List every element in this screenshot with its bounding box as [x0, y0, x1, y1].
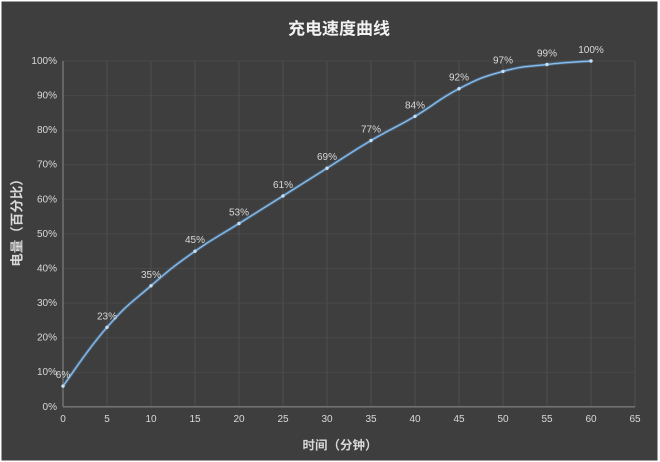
svg-text:0: 0	[60, 414, 66, 425]
svg-text:30%: 30%	[37, 298, 57, 309]
svg-text:97%: 97%	[493, 55, 513, 66]
svg-text:20: 20	[233, 414, 245, 425]
svg-text:23%: 23%	[97, 311, 117, 322]
svg-text:0%: 0%	[43, 402, 58, 413]
svg-text:20%: 20%	[37, 333, 57, 344]
svg-text:90%: 90%	[37, 91, 57, 102]
svg-text:84%: 84%	[405, 100, 425, 111]
svg-text:70%: 70%	[37, 160, 57, 171]
svg-text:77%: 77%	[361, 125, 381, 136]
svg-text:53%: 53%	[229, 208, 249, 219]
svg-text:69%: 69%	[317, 152, 337, 163]
svg-text:40: 40	[409, 414, 421, 425]
svg-text:45: 45	[453, 414, 465, 425]
svg-text:25: 25	[277, 414, 289, 425]
svg-text:10%: 10%	[37, 367, 57, 378]
svg-text:50: 50	[497, 414, 509, 425]
svg-text:100%: 100%	[31, 56, 57, 67]
svg-text:80%: 80%	[37, 125, 57, 136]
svg-text:99%: 99%	[537, 49, 557, 60]
svg-text:35: 35	[365, 414, 377, 425]
svg-text:30: 30	[321, 414, 333, 425]
svg-text:45%: 45%	[185, 235, 205, 246]
svg-text:50%: 50%	[37, 229, 57, 240]
svg-text:55: 55	[541, 414, 553, 425]
svg-text:65: 65	[629, 414, 641, 425]
svg-text:6%: 6%	[56, 370, 71, 381]
svg-text:5: 5	[104, 414, 110, 425]
svg-text:35%: 35%	[141, 270, 161, 281]
svg-text:92%: 92%	[449, 73, 469, 84]
svg-text:61%: 61%	[273, 180, 293, 191]
svg-text:100%: 100%	[578, 45, 604, 56]
svg-text:60%: 60%	[37, 194, 57, 205]
svg-text:10: 10	[145, 414, 157, 425]
svg-text:15: 15	[189, 414, 201, 425]
svg-text:40%: 40%	[37, 264, 57, 275]
svg-text:60: 60	[585, 414, 597, 425]
